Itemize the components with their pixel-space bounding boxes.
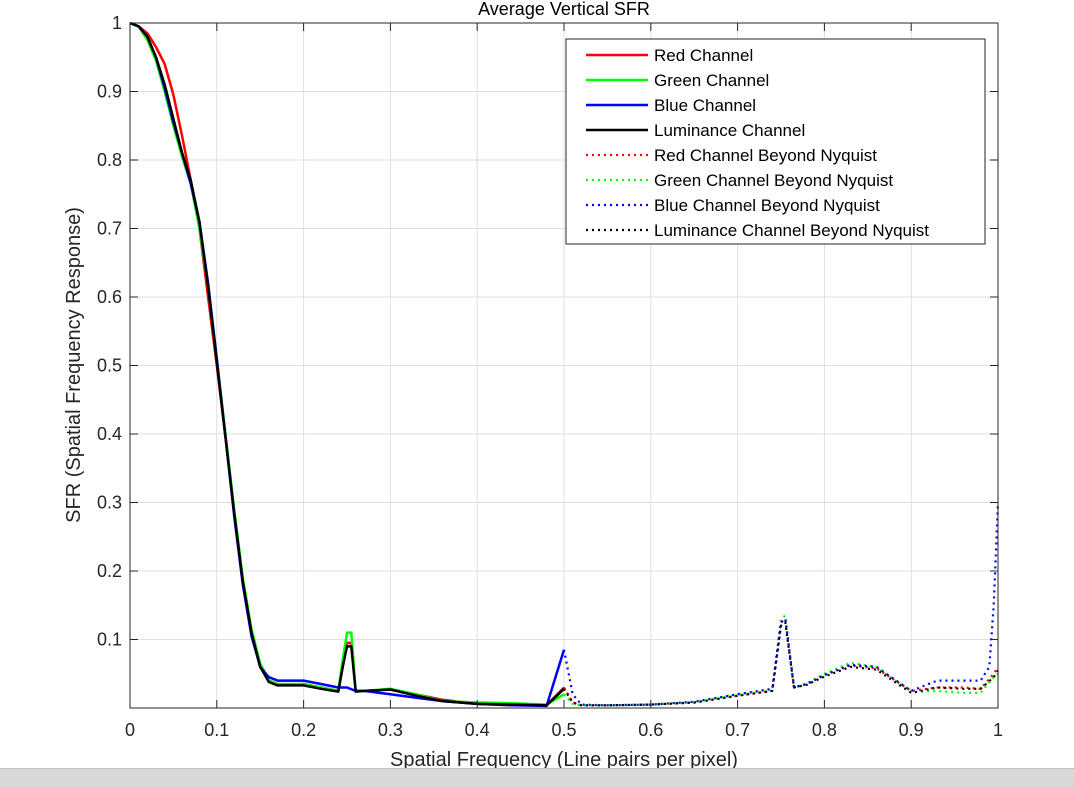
x-tick-label: 0.4 bbox=[465, 720, 490, 740]
legend-label-5: Red Channel Beyond Nyquist bbox=[654, 146, 877, 165]
x-tick-label: 0.9 bbox=[899, 720, 924, 740]
tick-labels: 0 0.1 0.2 0.3 0.4 0.5 0.6 0.7 0.8 0.9 1 0.1 0.2 0.3 0.… bbox=[97, 13, 1003, 740]
legend-label-3: Blue Channel bbox=[654, 96, 756, 115]
y-tick-label: 0.1 bbox=[97, 630, 122, 650]
x-tick-label: 0.1 bbox=[204, 720, 229, 740]
x-tick-label: 0 bbox=[125, 720, 135, 740]
y-tick-label: 0.2 bbox=[97, 561, 122, 581]
y-tick-label: 0.6 bbox=[97, 287, 122, 307]
y-tick-label: 0.8 bbox=[97, 150, 122, 170]
x-tick-label: 0.5 bbox=[551, 720, 576, 740]
series-layer bbox=[129, 21, 1000, 708]
legend: Red Channel Green Channel Blue Channel Lumi… bbox=[565, 38, 986, 245]
y-tick-label: 0.5 bbox=[97, 356, 122, 376]
legend-label-2: Green Channel bbox=[654, 71, 769, 90]
legend-label-6: Green Channel Beyond Nyquist bbox=[654, 171, 893, 190]
legend-label-1: Red Channel bbox=[654, 46, 753, 65]
series-line-4 bbox=[129, 21, 565, 707]
y-tick-label: 0.4 bbox=[97, 424, 122, 444]
x-tick-label: 0.7 bbox=[725, 720, 750, 740]
x-axis-label: Spatial Frequency (Line pairs per pixel) bbox=[390, 749, 738, 771]
series-line-8 bbox=[563, 621, 999, 707]
y-tick-label: 0.7 bbox=[97, 219, 122, 239]
chart-title: Average Vertical SFR bbox=[478, 0, 650, 19]
legend-box bbox=[565, 38, 986, 245]
legend-label-4: Luminance Channel bbox=[654, 121, 805, 140]
legend-label-8: Luminance Channel Beyond Nyquist bbox=[654, 221, 929, 240]
axis-ticks bbox=[129, 22, 999, 708]
x-tick-label: 0.8 bbox=[812, 720, 837, 740]
x-tick-label: 1 bbox=[993, 720, 1003, 740]
window-bottom-bar bbox=[0, 768, 1074, 787]
y-tick-label: 1 bbox=[112, 13, 122, 33]
x-tick-label: 0.2 bbox=[291, 720, 316, 740]
x-tick-label: 0.3 bbox=[378, 720, 403, 740]
y-tick-label: 0.9 bbox=[97, 82, 122, 102]
y-tick-label: 0.3 bbox=[97, 493, 122, 513]
x-tick-label: 0.6 bbox=[638, 720, 663, 740]
y-axis-label: SFR (Spatial Frequency Response) bbox=[63, 207, 85, 523]
legend-label-7: Blue Channel Beyond Nyquist bbox=[654, 196, 880, 215]
